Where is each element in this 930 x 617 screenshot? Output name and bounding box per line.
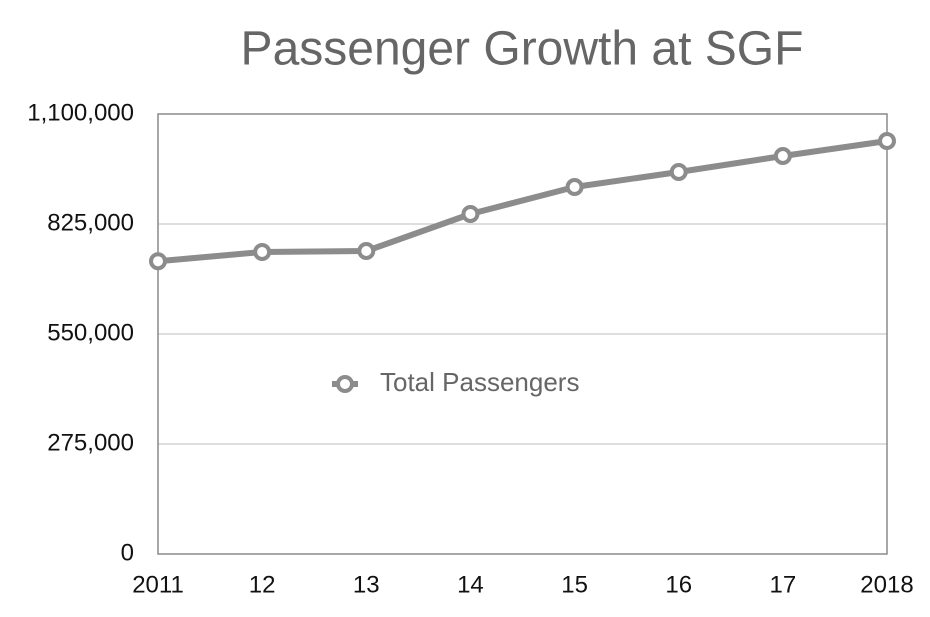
data-point (253, 243, 272, 261)
y-tick-label: 275,000 (47, 429, 134, 456)
chart-title: Passenger Growth at SGF (241, 23, 804, 76)
y-tick-label: 1,100,000 (27, 99, 134, 126)
data-point (878, 132, 896, 150)
data-point (357, 242, 376, 260)
plot-frame (157, 113, 888, 555)
series-line (157, 138, 888, 265)
y-tick-label: 825,000 (47, 209, 134, 236)
data-point (461, 205, 480, 223)
data-point (149, 252, 167, 271)
data-point (773, 147, 792, 165)
x-tick-label: 16 (665, 571, 692, 598)
y-tick-label: 550,000 (47, 319, 134, 346)
x-tick-label: 17 (770, 571, 797, 598)
x-tick-label: 15 (561, 571, 588, 598)
data-point (565, 178, 584, 196)
data-point (669, 163, 688, 181)
x-tick-label: 13 (353, 571, 380, 598)
x-tick-label: 12 (249, 571, 276, 598)
x-tick-label: 14 (457, 571, 484, 598)
y-tick-label: 0 (121, 539, 134, 566)
x-tick-label: 2011 (132, 571, 184, 598)
legend-marker (336, 375, 354, 393)
x-tick-label: 2018 (860, 571, 913, 598)
legend-label: Total Passengers (380, 367, 579, 397)
